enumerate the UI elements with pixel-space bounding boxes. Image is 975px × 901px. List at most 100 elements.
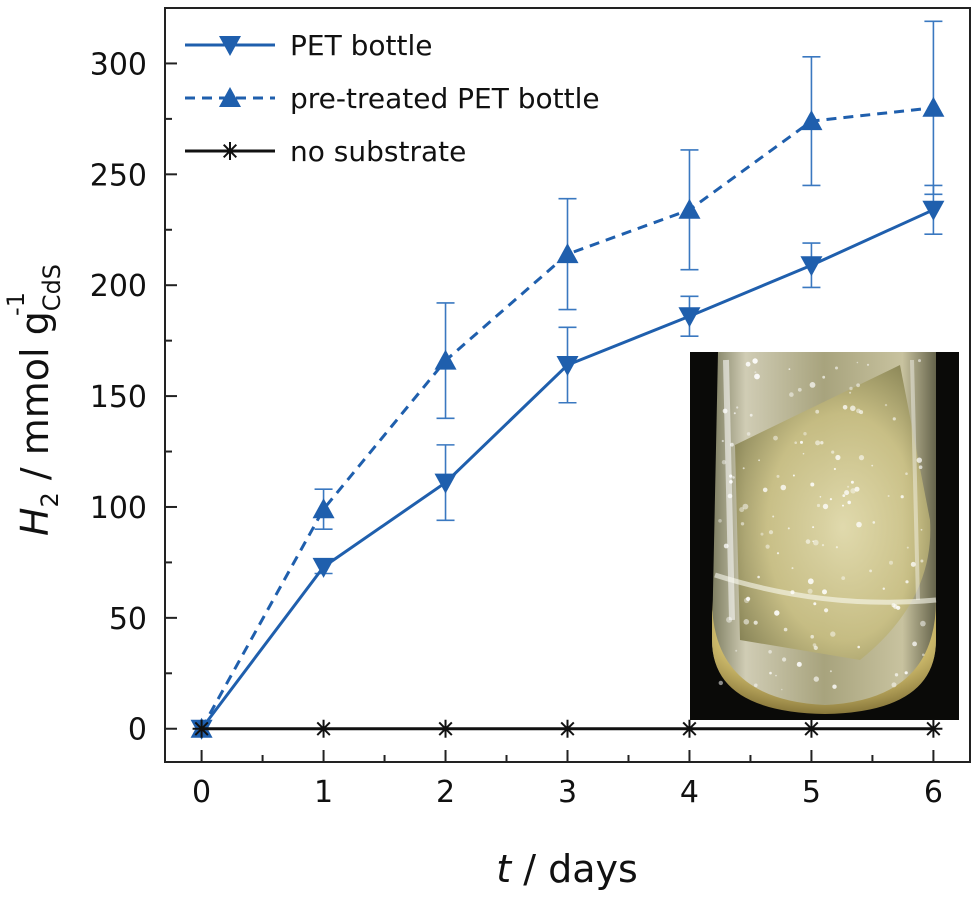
inset-bubble <box>842 494 846 497</box>
inset-bubble <box>735 649 738 652</box>
inset-bubble <box>768 650 772 654</box>
inset-bubble <box>762 487 768 493</box>
inset-bubble <box>905 472 908 476</box>
inset-bubble <box>841 576 846 580</box>
inset-bubble <box>856 383 860 388</box>
inset-bubble <box>920 559 924 563</box>
inset-bubble <box>743 619 750 625</box>
inset-bubble <box>866 363 870 366</box>
pet-bottle-point <box>434 473 457 494</box>
inset-bubble <box>729 474 733 478</box>
legend-item-pet-bottle: PET bottle <box>185 29 432 62</box>
inset-bubble <box>776 474 780 478</box>
inset-bubble <box>830 631 836 637</box>
x-tick-label: 2 <box>436 775 455 810</box>
y-tick-label: 250 <box>90 158 147 193</box>
y-tick-label: 100 <box>90 491 147 526</box>
x-tick-label: 4 <box>680 775 699 810</box>
inset-bubble <box>847 500 851 505</box>
inset-bubble <box>872 521 876 524</box>
pretreated-pet-bottle-point <box>556 243 579 264</box>
no-substrate-point <box>436 719 455 738</box>
inset-bubble <box>800 440 803 444</box>
inset-bubble <box>742 503 749 510</box>
inset-bubble <box>816 503 821 508</box>
legend-item-no-substrate: no substrate <box>185 135 466 168</box>
inset-bubble <box>910 561 916 567</box>
legend-item-pretreated-pet-bottle: pre-treated PET bottle <box>185 82 600 115</box>
inset-bubble <box>776 552 780 555</box>
inset-bubble <box>916 457 922 463</box>
inset-bubble <box>850 480 854 484</box>
inset-bubble <box>752 358 758 364</box>
legend-marker-no-substrate <box>221 142 239 160</box>
inset-bubble <box>812 526 815 529</box>
inset-bubble <box>900 495 904 499</box>
inset-bubble <box>721 439 724 443</box>
inset-bubble <box>833 467 837 471</box>
inset-bubble <box>835 366 838 370</box>
pet-bottle-point <box>556 356 579 377</box>
inset-bubble <box>746 596 751 602</box>
y-tick-label: 50 <box>109 602 147 637</box>
pet-bottle-point <box>922 200 945 221</box>
inset-bubble <box>812 540 814 543</box>
inset-bubble <box>754 371 757 374</box>
inset-bubble <box>819 496 822 498</box>
inset-bubble <box>807 578 814 585</box>
inset-bubble <box>729 480 733 484</box>
x-tick-label: 3 <box>558 775 577 810</box>
inset-bubble <box>847 485 850 488</box>
inset-bubble <box>740 522 745 526</box>
inset-bubble <box>772 515 775 518</box>
y-tick-label: 300 <box>90 47 147 82</box>
inset-bubble <box>813 602 817 606</box>
inset-bubble <box>854 486 860 492</box>
inset-bubble <box>722 408 728 414</box>
inset-bubble <box>820 441 824 445</box>
inset-bubble <box>829 670 832 673</box>
pretreated-pet-bottle-point <box>312 498 335 519</box>
inset-bubble <box>831 450 835 454</box>
inset-bubble <box>754 683 758 688</box>
inset-bubble <box>803 432 807 436</box>
inset-bubble <box>739 507 745 513</box>
inset-bubble <box>810 482 815 487</box>
inset-bubble <box>782 657 787 662</box>
inset-bubble <box>922 653 925 657</box>
inset-bubbles <box>718 358 926 691</box>
inset-bubble <box>730 442 734 447</box>
inset-bubble <box>856 408 861 414</box>
inset-bubble <box>815 409 820 414</box>
inset-bubble <box>842 405 848 410</box>
inset-bubble <box>807 588 813 594</box>
legend-label-pet-bottle: PET bottle <box>290 29 432 62</box>
inset-bubble <box>813 645 818 651</box>
inset-bubble <box>835 546 839 549</box>
inset-bubble <box>742 467 745 470</box>
x-axis-label: t / days <box>496 847 638 891</box>
y-tick-label: 150 <box>90 380 147 415</box>
inset-bubble <box>905 580 909 584</box>
inset-bubble <box>790 590 795 595</box>
inset-bubble <box>768 530 774 535</box>
inset-bubble <box>813 676 819 682</box>
legend-label-pretreated-pet-bottle: pre-treated PET bottle <box>290 82 600 115</box>
inset-bubble <box>893 604 898 609</box>
inset-bubble <box>733 412 736 415</box>
pet-bottle-point <box>678 307 701 328</box>
inset-bubble <box>871 464 874 467</box>
inset-bubble <box>850 488 856 494</box>
inset-bubble <box>842 504 844 507</box>
inset-bubble <box>773 435 778 441</box>
inset-bubble <box>835 454 841 461</box>
inset-bubble <box>780 484 787 491</box>
inset-bubble <box>882 587 885 590</box>
inset-bubble <box>912 641 917 647</box>
x-tick-label: 5 <box>802 775 821 810</box>
inset-bubble <box>753 620 758 625</box>
inset-bubble <box>791 567 794 570</box>
inset-bubble <box>822 375 826 379</box>
inset-bubble <box>754 373 760 380</box>
